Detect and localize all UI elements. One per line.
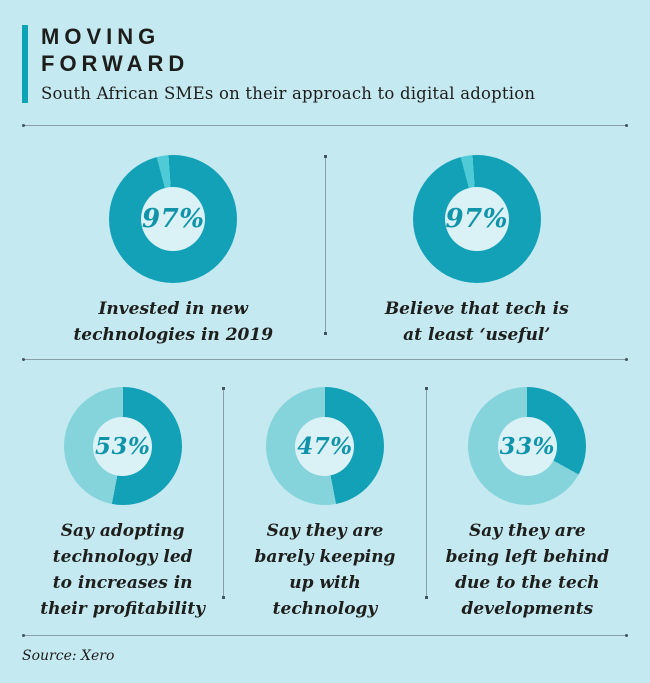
vertical-divider bbox=[424, 387, 428, 599]
chart-cell-invested: 97% Invested in new technologies in 2019 bbox=[22, 155, 325, 348]
percent-label: 53% bbox=[94, 432, 151, 460]
donut-hole: 33% bbox=[497, 416, 557, 476]
header-text: MOVING FORWARD South African SMEs on the… bbox=[41, 23, 535, 103]
page-title: MOVING FORWARD bbox=[41, 24, 190, 76]
chart-caption: Say they are barely keeping up with tech… bbox=[254, 521, 396, 619]
source-text: Source: Xero bbox=[22, 648, 115, 664]
chart-cell-left-behind: 33% Say they are being left behind due t… bbox=[427, 387, 628, 622]
chart-caption: Say they are being left behind due to th… bbox=[445, 521, 610, 619]
page-subtitle: South African SMEs on their approach to … bbox=[41, 84, 536, 103]
chart-row-top: 97% Invested in new technologies in 2019… bbox=[22, 126, 628, 348]
donut-invested: 97% bbox=[109, 155, 238, 283]
donut-hole: 47% bbox=[295, 416, 355, 476]
chart-caption: Believe that tech is at least ‘useful’ bbox=[384, 299, 569, 345]
donut-profitability: 53% bbox=[63, 387, 182, 505]
vertical-divider bbox=[323, 155, 327, 335]
vertical-divider bbox=[222, 387, 226, 599]
donut-useful: 97% bbox=[412, 155, 541, 283]
donut-left-behind: 33% bbox=[468, 387, 587, 505]
divider-line-top bbox=[22, 124, 628, 127]
percent-label: 97% bbox=[142, 204, 205, 234]
donut-hole: 97% bbox=[444, 187, 509, 251]
donut-keeping-up: 47% bbox=[265, 387, 384, 505]
percent-label: 97% bbox=[445, 204, 508, 234]
chart-caption: Say adopting technology led to increases… bbox=[40, 521, 206, 619]
chart-cell-keeping-up: 47% Say they are barely keeping up with … bbox=[224, 387, 425, 622]
header: MOVING FORWARD South African SMEs on the… bbox=[22, 0, 628, 103]
divider-line-bottom bbox=[22, 634, 628, 637]
chart-cell-useful: 97% Believe that tech is at least ‘usefu… bbox=[326, 155, 629, 348]
chart-caption: Invested in new technologies in 2019 bbox=[73, 299, 274, 345]
accent-bar bbox=[22, 25, 28, 103]
percent-label: 33% bbox=[499, 432, 555, 460]
donut-hole: 97% bbox=[141, 187, 206, 251]
chart-cell-profitability: 53% Say adopting technology led to incre… bbox=[22, 387, 223, 622]
donut-hole: 53% bbox=[93, 416, 153, 476]
percent-label: 47% bbox=[297, 432, 353, 460]
divider-line-middle bbox=[22, 358, 628, 361]
chart-row-bottom: 53% Say adopting technology led to incre… bbox=[22, 360, 628, 622]
